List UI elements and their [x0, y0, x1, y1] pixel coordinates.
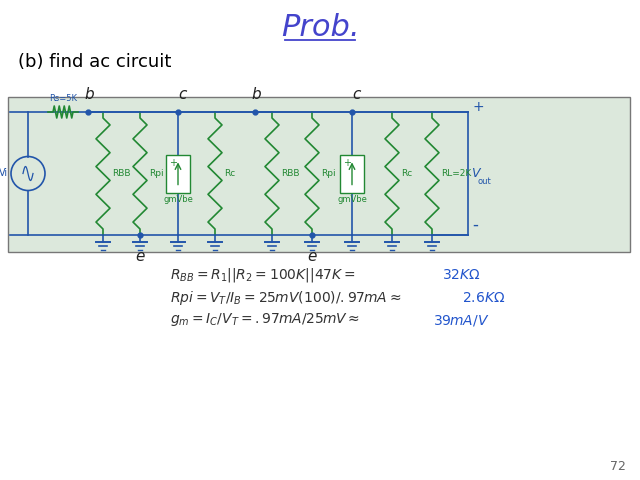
- Text: $R_{BB} = R_1||R_2 = 100K||47K = $: $R_{BB} = R_1||R_2 = 100K||47K = $: [170, 266, 356, 284]
- Text: c: c: [178, 87, 186, 102]
- Text: b: b: [84, 87, 94, 102]
- Text: e: e: [135, 249, 145, 264]
- Text: RBB: RBB: [281, 169, 300, 178]
- Text: Rs=5K: Rs=5K: [49, 94, 77, 103]
- Text: e: e: [307, 249, 317, 264]
- Text: V: V: [471, 167, 479, 180]
- Text: Rpi: Rpi: [321, 169, 335, 178]
- Text: out: out: [478, 178, 492, 187]
- Text: Vi: Vi: [0, 168, 8, 179]
- Bar: [8, 97, 630, 252]
- Text: Prob.: Prob.: [281, 12, 359, 41]
- Text: $32K\Omega$: $32K\Omega$: [442, 268, 481, 282]
- Text: gmVbe: gmVbe: [337, 195, 367, 204]
- Text: (b) find ac circuit: (b) find ac circuit: [18, 53, 172, 71]
- Text: RL=2K: RL=2K: [441, 169, 471, 178]
- Text: Rc: Rc: [224, 169, 236, 178]
- Text: $Rpi = V_T/I_B = 25mV(100)/.97mA \approx $: $Rpi = V_T/I_B = 25mV(100)/.97mA \approx…: [170, 289, 401, 307]
- Text: Rc: Rc: [401, 169, 412, 178]
- Text: +: +: [472, 100, 484, 114]
- Text: RBB: RBB: [112, 169, 131, 178]
- Text: $39mA/V$: $39mA/V$: [433, 312, 490, 327]
- Text: gmVbe: gmVbe: [163, 195, 193, 204]
- Text: -: -: [472, 216, 478, 234]
- Text: b: b: [251, 87, 261, 102]
- Bar: [340, 155, 364, 192]
- Text: 72: 72: [610, 459, 626, 472]
- Text: $g_m = I_C/V_T = .97mA/25mV \approx $: $g_m = I_C/V_T = .97mA/25mV \approx $: [170, 312, 360, 328]
- Bar: [166, 155, 190, 192]
- Text: +: +: [343, 157, 351, 168]
- Text: +: +: [169, 157, 177, 168]
- Text: $2.6K\Omega$: $2.6K\Omega$: [462, 291, 506, 305]
- Text: c: c: [352, 87, 360, 102]
- Text: Rpi: Rpi: [149, 169, 164, 178]
